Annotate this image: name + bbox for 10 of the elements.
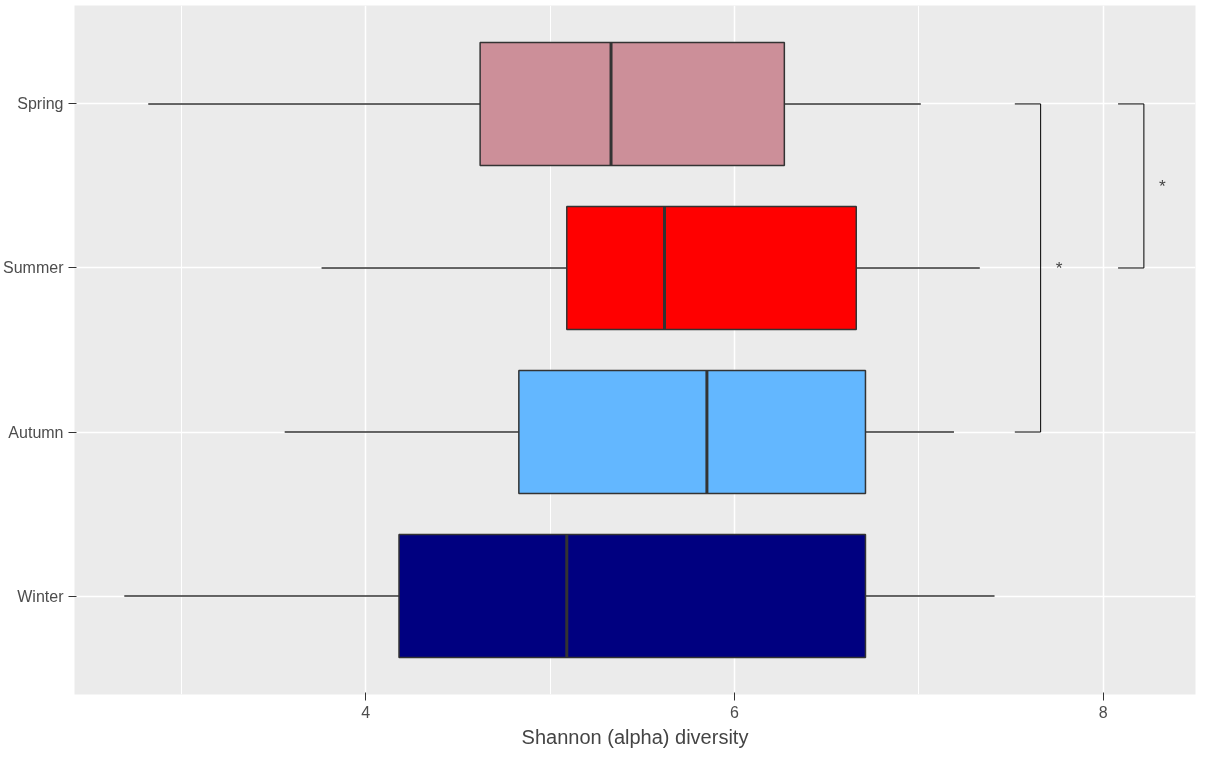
y-tick-label: Spring [17,95,64,113]
annotation: * [1055,257,1063,278]
y-tick-label: Summer [3,259,65,277]
x-tick-label: 4 [361,703,371,721]
y-tick-label: Autumn [8,423,64,441]
x-tick-label: 6 [730,703,740,721]
x-axis-title: Shannon (alpha) diversity [521,725,749,748]
y-tick-label: Winter [17,587,65,605]
annotation: * [1158,175,1166,196]
x-tick-label: 8 [1098,703,1108,721]
